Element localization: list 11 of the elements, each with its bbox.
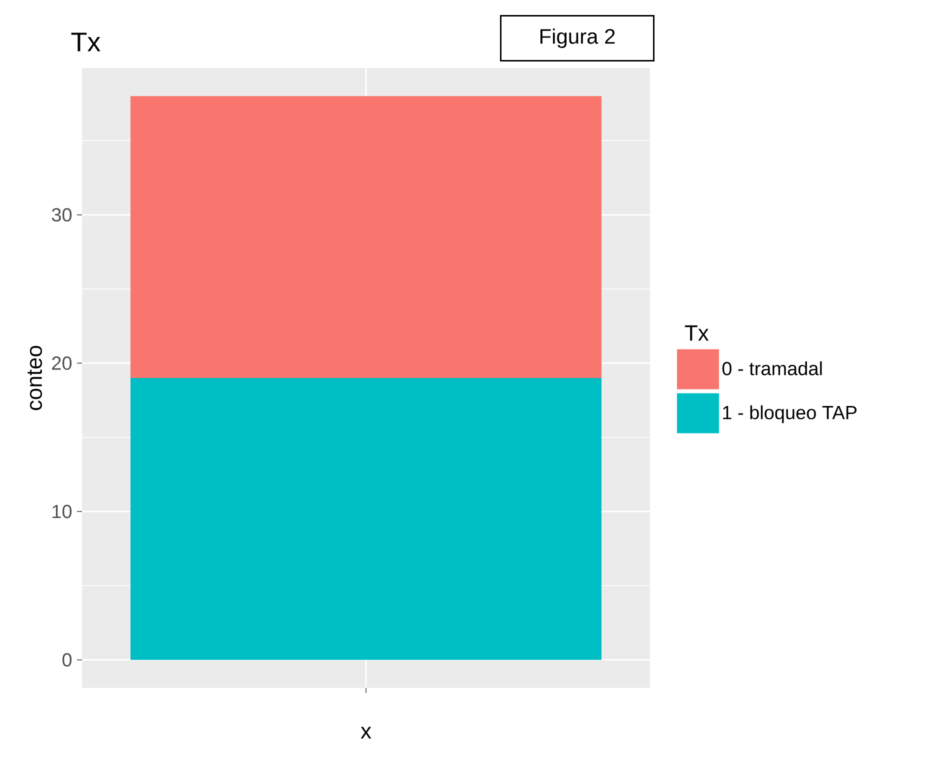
legend-label: 1 - bloqueo TAP — [723, 405, 857, 424]
chart-title: Tx — [71, 32, 100, 52]
text: Figura 2 — [540, 28, 615, 48]
legend-title: Tx — [684, 325, 709, 341]
y-tick-label: 20 — [52, 356, 72, 370]
legend-label: 0 - tramadal — [722, 361, 822, 376]
y-tick-label: 30 — [52, 208, 72, 222]
y-tick-label: 10 — [52, 504, 72, 518]
y-axis-title: conteo — [28, 346, 42, 410]
y-tick-label: 0 — [62, 653, 72, 667]
x-axis-title: x — [360, 726, 372, 738]
